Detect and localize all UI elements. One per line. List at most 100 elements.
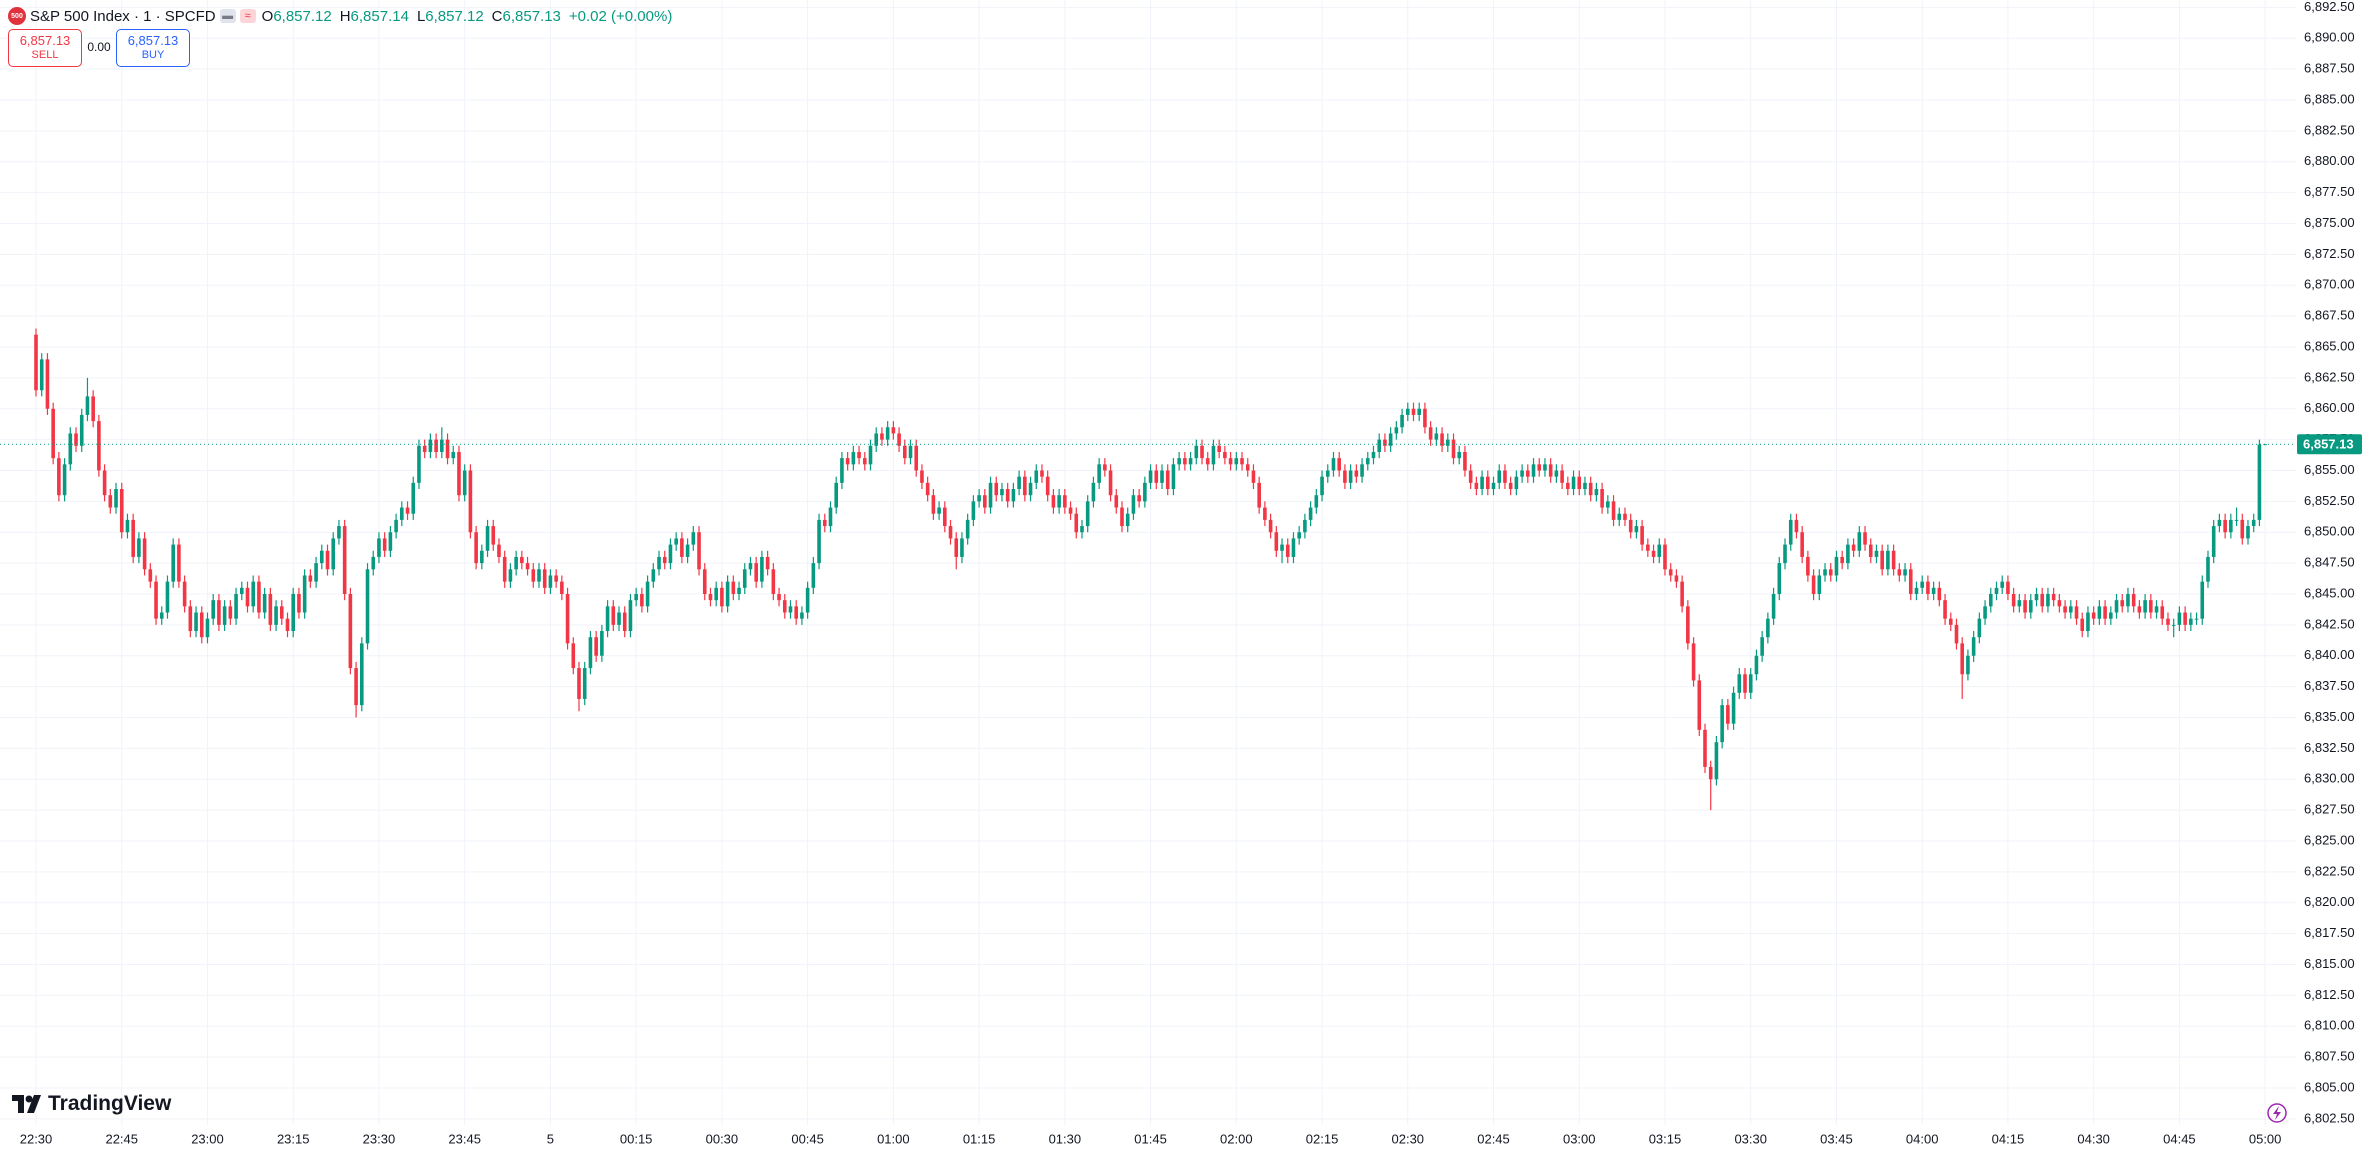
symbol-icon: 500 — [8, 7, 26, 25]
candle-body — [2109, 612, 2113, 619]
candle-body — [988, 482, 993, 508]
candle-body — [1228, 458, 1233, 465]
y-tick-label: 6,880.00 — [2304, 153, 2355, 168]
candle-body — [1840, 556, 1844, 564]
candle-body — [1560, 470, 1564, 483]
candle-body — [1005, 489, 1010, 502]
candle-body — [1434, 433, 1439, 440]
candle-body — [285, 618, 290, 632]
buy-button[interactable]: 6,857.13 BUY — [116, 29, 190, 67]
symbol-header: 500 S&P 500 Index · 1 · SPCFD ▬ ≈ O 6,857… — [8, 4, 672, 28]
last-price-label: 6,857.13 — [2303, 437, 2354, 452]
candle-body — [777, 593, 781, 601]
candle-body — [1343, 470, 1347, 483]
candle-body — [1348, 470, 1353, 483]
candle-body — [1988, 593, 1993, 607]
spread: 0.00 — [87, 40, 111, 54]
candle-body — [1583, 482, 1587, 490]
candle-body — [594, 637, 598, 656]
candle-body — [2137, 606, 2142, 613]
candle-body — [1297, 532, 1301, 539]
y-tick-label: 6,815.00 — [2304, 956, 2355, 971]
candle-body — [1263, 507, 1267, 520]
candle-body — [1646, 544, 1650, 551]
candle-body — [2194, 618, 2199, 620]
candle-body — [1028, 482, 1033, 496]
candle-body — [1926, 581, 1930, 594]
y-tick-label: 6,855.00 — [2304, 462, 2355, 477]
candle-body — [2023, 600, 2027, 613]
candle-body — [1417, 408, 1422, 415]
candle-body — [1177, 458, 1181, 465]
candle-body — [1428, 427, 1433, 440]
candle-body — [1143, 482, 1147, 502]
candle-body — [1920, 581, 1924, 588]
hide-button[interactable]: ▬ — [219, 9, 236, 23]
candle-body — [902, 445, 907, 459]
candle-body — [554, 575, 558, 582]
candle-body — [1108, 470, 1113, 496]
candle-body — [1754, 655, 1759, 675]
sell-button[interactable]: 6,857.13 SELL — [8, 29, 82, 67]
candle-body — [2229, 519, 2233, 533]
candle-body — [2206, 556, 2210, 582]
candle-body — [1526, 470, 1530, 477]
candle-body — [874, 433, 879, 446]
y-tick-label: 6,870.00 — [2304, 277, 2355, 292]
symbol-name[interactable]: S&P 500 Index · 1 · SPCFD — [30, 7, 216, 25]
candle-body — [1217, 445, 1221, 452]
candle-body — [1331, 458, 1336, 471]
candle-body — [600, 631, 604, 656]
candle-body — [2034, 593, 2039, 601]
buy-price: 6,857.13 — [127, 33, 179, 48]
y-tick-label: 6,885.00 — [2304, 91, 2355, 106]
candle-body — [994, 482, 999, 496]
candle-body — [840, 458, 844, 483]
candle-body — [1325, 470, 1330, 477]
candle-body — [2160, 606, 2165, 619]
candle-body — [365, 569, 370, 644]
branding[interactable]: TradingView — [12, 1092, 171, 1116]
compare-button[interactable]: ≈ — [239, 9, 256, 23]
candle-body — [811, 563, 816, 588]
y-tick-label: 6,887.50 — [2304, 61, 2355, 76]
candle-body — [1274, 532, 1279, 551]
candle-body — [194, 612, 198, 632]
candle-body — [148, 569, 153, 582]
change: +0.02 (+0.00%) — [568, 7, 673, 25]
candle-body — [1371, 451, 1376, 459]
y-tick-label: 6,837.50 — [2304, 678, 2355, 693]
candle-body — [2080, 618, 2085, 632]
candle-body — [2040, 593, 2045, 607]
candle-body — [325, 550, 330, 570]
candle-body — [1188, 458, 1193, 465]
open-label: O — [261, 7, 274, 25]
candle-body — [1760, 637, 1764, 656]
candle-body — [1245, 464, 1250, 471]
candle-body — [257, 581, 261, 613]
candle-body — [1966, 655, 1970, 675]
candle-body — [1405, 408, 1410, 415]
candle-body — [1137, 495, 1141, 502]
candle-body — [914, 445, 919, 471]
candle-body — [377, 538, 381, 557]
candle-body — [1034, 470, 1039, 483]
candle-body — [1251, 470, 1256, 483]
candle-body — [1960, 643, 1965, 675]
candle-body — [2263, 444, 2267, 446]
candle-body — [1651, 550, 1656, 557]
candle-body — [1451, 439, 1456, 459]
candle-body — [1834, 556, 1839, 576]
candle-body — [165, 581, 170, 613]
low-value: 6,857.12 — [425, 7, 484, 25]
candle-body — [1994, 587, 1999, 594]
candle-body — [188, 606, 193, 632]
close-value: 6,857.13 — [502, 7, 561, 25]
high-value: 6,857.14 — [350, 7, 409, 25]
candle-body — [474, 532, 478, 564]
candle-body — [1400, 414, 1404, 428]
candle-body — [445, 439, 450, 459]
candle-body — [1154, 470, 1159, 483]
candle-body — [571, 643, 576, 669]
candle-body — [1908, 569, 1913, 594]
